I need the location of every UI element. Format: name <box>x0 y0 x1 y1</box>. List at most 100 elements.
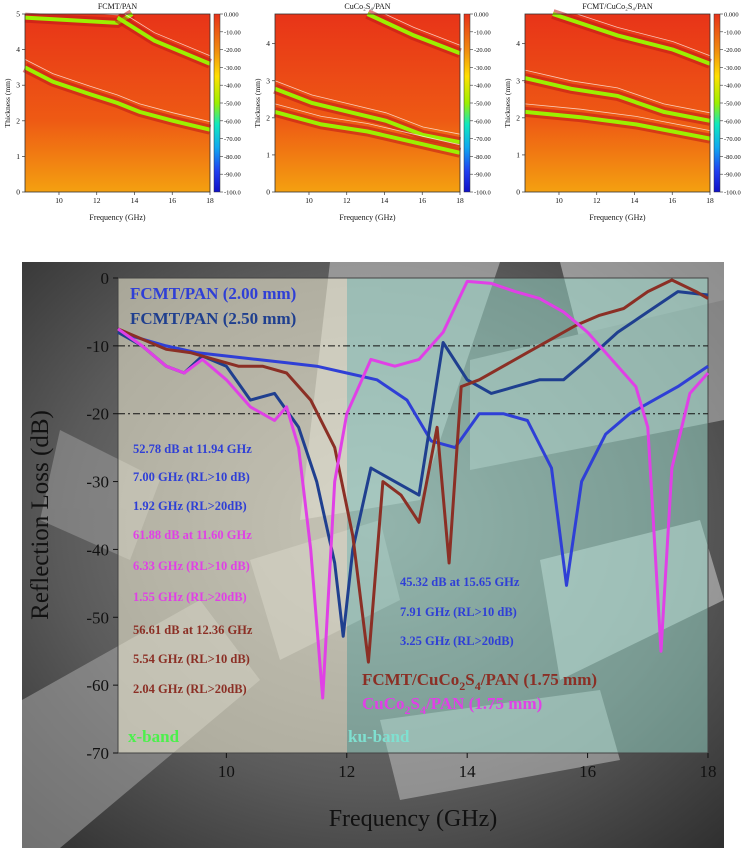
annotation: 5.54 GHz (RL>10 dB) <box>133 652 250 666</box>
annotations-left: 52.78 dB at 11.94 GHz 7.00 GHz (RL>10 dB… <box>133 442 253 696</box>
heatmap-xtick-label: 10 <box>305 196 313 205</box>
heatmap-frame <box>524 13 711 193</box>
colorbar <box>713 13 721 193</box>
colorbar-label: -30.00 <box>474 65 491 72</box>
y-tick-label: 0 <box>101 269 110 288</box>
colorbar-label: -40.00 <box>474 83 491 90</box>
y-tick-label: -70 <box>86 744 109 763</box>
colorbar-label: -100.0 <box>474 190 491 197</box>
series-line-fcmt-2 <box>117 330 709 587</box>
legend-fcmt-2mm: FCMT/PAN (2.00 mm) <box>130 284 296 303</box>
x-axis-label: Frequency (GHz) <box>329 806 498 832</box>
heatmap-xlabel: Frequency (GHz) <box>339 213 396 222</box>
heatmap-ytick-label: 4 <box>16 45 20 54</box>
heatmap-xtick-label: 14 <box>631 196 639 205</box>
x-tick-label: 10 <box>218 762 235 781</box>
main-series <box>117 278 710 700</box>
heatmap-ytick-label: 3 <box>516 76 520 85</box>
y-axis-label: Reflection Loss (dB) <box>27 410 54 620</box>
colorbar-label: -70.00 <box>474 136 491 143</box>
annotation: 61.88 dB at 11.60 GHz <box>133 528 252 542</box>
heatmap-xtick-label: 10 <box>555 196 563 205</box>
legend-fcmt-2-5mm: FCMT/PAN (2.50 mm) <box>130 309 296 328</box>
heatmap-ridge <box>24 65 211 132</box>
colorbar-label: 0.000 <box>474 12 489 19</box>
heatmap-xtick-label: 18 <box>456 196 464 205</box>
heatmap-xtick-label: 18 <box>706 196 714 205</box>
annotation: 3.25 GHz (RL>20dB) <box>400 634 514 648</box>
legend-combo: FCMT/CuCo2S4/PAN (1.75 mm) <box>362 670 597 693</box>
colorbar-label: -80.00 <box>224 154 241 161</box>
heatmap-title: FCMT/CuCo₂S₄/PAN <box>582 2 652 11</box>
colorbar-label: -70.00 <box>224 136 241 143</box>
heatmap-frame <box>24 13 211 193</box>
colorbar-label: -50.00 <box>474 101 491 108</box>
colorbar-label: -100.0 <box>224 190 241 197</box>
heatmap-ridge <box>274 86 461 145</box>
colorbar-label: -20.00 <box>724 47 741 54</box>
y-tick-label: -60 <box>86 676 109 695</box>
heatmap-ytick-label: 1 <box>516 150 520 159</box>
heatmap-xtick-label: 16 <box>668 196 676 205</box>
heatmap-contour <box>117 9 211 57</box>
heatmap-contour <box>367 5 461 46</box>
heatmap-xlabel: Frequency (GHz) <box>589 213 646 222</box>
colorbar-label: -20.00 <box>474 47 491 54</box>
heatmap-xtick-label: 16 <box>418 196 426 205</box>
colorbar-label: -90.00 <box>474 172 491 179</box>
heatmap-xtick-label: 16 <box>168 196 176 205</box>
colorbar-label: -30.00 <box>224 65 241 72</box>
heatmap-field <box>525 14 710 192</box>
colorbar-label: -90.00 <box>224 172 241 179</box>
heatmap-ytick-label: 1 <box>266 150 270 159</box>
heatmap-xtick-label: 12 <box>593 196 601 205</box>
heatmap-ytick-label: 1 <box>16 152 20 161</box>
colorbar-label: -100.0 <box>724 190 741 197</box>
heatmap-contour <box>524 103 711 131</box>
x-tick-label: 12 <box>338 762 355 781</box>
heatmap-ytick-label: 0 <box>516 188 520 197</box>
heatmap-ytick-label: 4 <box>516 39 520 48</box>
colorbar-label: -40.00 <box>724 83 741 90</box>
heatmap-xtick-label: 12 <box>343 196 351 205</box>
annotation: 52.78 dB at 11.94 GHz <box>133 442 252 456</box>
series-line-cucos <box>117 279 710 700</box>
ku-band-region <box>347 278 708 753</box>
annotations-right: 45.32 dB at 15.65 GHz 7.91 GHz (RL>10 dB… <box>400 575 520 648</box>
heatmap-contour <box>274 80 461 135</box>
colorbar-label: -60.00 <box>724 118 741 125</box>
colorbar-label: -30.00 <box>724 65 741 72</box>
heatmap-ridge <box>366 12 461 56</box>
heatmap-ylabel: Thickness (mm) <box>503 78 512 127</box>
heatmap-ridge <box>116 15 211 66</box>
colorbar-label: -10.00 <box>724 29 741 36</box>
annotation: 1.55 GHz (RL>20dB) <box>133 590 247 604</box>
colorbar-label: -80.00 <box>474 154 491 161</box>
colorbar-label: 0.000 <box>224 12 239 19</box>
heatmap-ytick-label: 2 <box>16 116 20 125</box>
heatmap-ytick-label: 5 <box>16 10 20 19</box>
heatmap-xtick-label: 18 <box>206 196 214 205</box>
y-tick-label: -20 <box>86 405 109 424</box>
colorbar <box>463 13 471 193</box>
heatmap-ylabel: Thickness (mm) <box>3 78 12 127</box>
heatmap-ytick-label: 3 <box>266 76 270 85</box>
colorbar-label: 0.000 <box>724 12 739 19</box>
heatmap-xtick-label: 14 <box>381 196 389 205</box>
heatmap-contour <box>524 69 711 114</box>
annotation: 7.00 GHz (RL>10 dB) <box>133 470 250 484</box>
colorbar-label: -20.00 <box>224 47 241 54</box>
series-line-combo <box>117 278 709 664</box>
heatmap-ytick-label: 3 <box>16 81 20 90</box>
colorbar <box>213 13 221 193</box>
heatmap-ridge <box>274 109 461 155</box>
heatmap-xtick-label: 10 <box>55 196 63 205</box>
heatmap-xtick-label: 14 <box>131 196 139 205</box>
annotation: 45.32 dB at 15.65 GHz <box>400 575 520 589</box>
y-tick-label: -30 <box>86 473 109 492</box>
heatmap-title: FCMT/PAN <box>98 2 138 11</box>
